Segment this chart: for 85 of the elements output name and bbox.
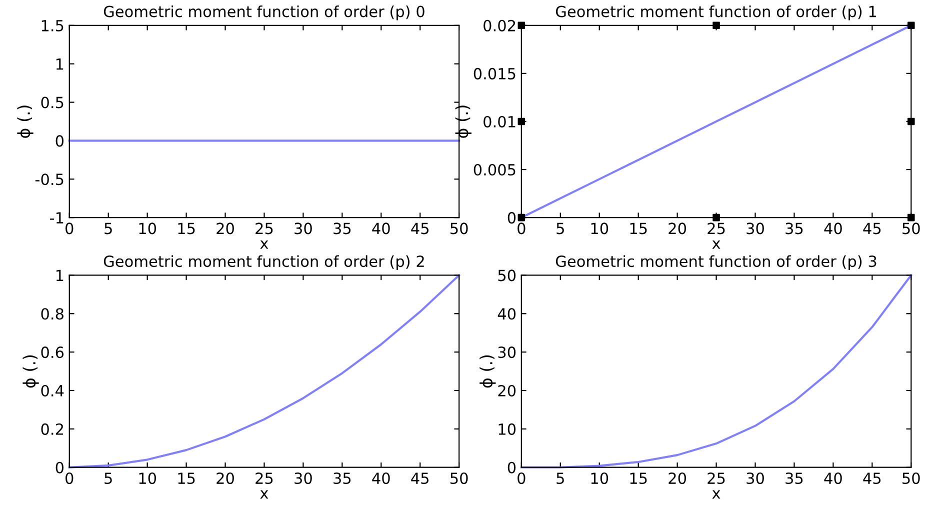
x-tick-label: 30	[294, 472, 312, 484]
x-tick-label: 30	[746, 222, 764, 234]
x-tick-label: 50	[450, 472, 468, 484]
chart-title: Geometric moment function of order (p) 1	[556, 5, 876, 20]
y-tick-label: 0.8	[41, 308, 64, 320]
y-axis-title: ϕ (.)	[455, 106, 472, 138]
y-tick-label: 0	[56, 462, 64, 474]
x-tick-label: 20	[216, 222, 234, 234]
x-tick-label: 0	[66, 472, 74, 484]
point	[712, 22, 720, 30]
y-tick-label: 1	[56, 270, 64, 282]
y-tick-label: 0.015	[474, 68, 516, 80]
x-tick-label: 0	[518, 472, 526, 484]
x-tick-label: 45	[863, 472, 881, 484]
x-tick-label: 45	[411, 472, 428, 484]
x-tick-label: 5	[104, 472, 112, 484]
x-tick-label: 10	[591, 222, 608, 234]
x-tick-label: 10	[139, 472, 156, 484]
y-tick-label: 0.6	[41, 346, 64, 358]
x-tick-label: 15	[178, 472, 195, 484]
x-tick-label: 20	[668, 472, 686, 484]
x-tick-label: 50	[902, 472, 920, 484]
x-tick-label: 25	[256, 472, 273, 484]
x-tick-label: 5	[556, 222, 564, 234]
x-tick-label: 40	[824, 472, 842, 484]
y-tick-label: -0.5	[35, 174, 64, 186]
x-tick-label: 25	[708, 472, 725, 484]
x-tick-label: 50	[902, 222, 920, 234]
x-tick-label: 45	[863, 222, 881, 234]
y-tick-label: 0.5	[41, 96, 64, 108]
chart-title: Geometric moment function of order (p) 2	[104, 255, 424, 270]
y-tick-label: 0.005	[474, 164, 516, 176]
x-tick-label: 0	[66, 222, 74, 234]
x-tick-label: 30	[294, 222, 312, 234]
y-tick-label: 50	[498, 270, 516, 282]
x-tick-label: 20	[216, 472, 234, 484]
x-tick-label: 10	[139, 222, 156, 234]
line-series	[520, 274, 912, 468]
x-tick-label: 20	[668, 222, 686, 234]
chart-title: Geometric moment function of order (p) 3	[556, 255, 876, 270]
x-tick-label: 15	[630, 472, 647, 484]
x-tick-label: 30	[746, 472, 764, 484]
x-tick-label: 15	[178, 222, 195, 234]
y-tick-label: 0	[508, 462, 516, 474]
y-tick-label: -1	[50, 212, 64, 224]
y-tick-label: 1.5	[42, 20, 64, 32]
point	[712, 214, 720, 222]
y-axis-title: ϕ (.)	[480, 355, 496, 388]
x-tick-label: 35	[786, 472, 803, 484]
x-tick-label: 35	[786, 222, 803, 234]
x-tick-label: 25	[256, 222, 273, 234]
y-tick-label: 0.02	[484, 20, 516, 32]
chart-title: Geometric moment function of order (p) 0	[104, 5, 424, 20]
point	[907, 118, 915, 126]
x-tick-label: 5	[556, 472, 564, 484]
x-axis-title: x	[712, 490, 720, 499]
y-tick-label: 0	[56, 135, 64, 147]
x-tick-label: 50	[450, 222, 468, 234]
y-tick-label: 1	[56, 58, 64, 70]
x-tick-label: 15	[630, 222, 647, 234]
x-tick-label: 35	[334, 472, 351, 484]
y-axis-title: ϕ (.)	[17, 106, 34, 138]
line-series	[68, 274, 460, 468]
y-tick-label: 10	[498, 423, 516, 435]
y-axis-title: ϕ (.)	[22, 355, 39, 388]
x-tick-label: 40	[824, 222, 842, 234]
x-tick-label: 25	[708, 222, 725, 234]
y-tick-label: 0.2	[41, 423, 63, 435]
y-tick-label: 0.01	[484, 116, 516, 128]
x-tick-label: 10	[591, 472, 608, 484]
x-tick-label: 0	[518, 222, 526, 234]
y-tick-label: 40	[498, 308, 516, 320]
x-axis-title: x	[712, 240, 720, 249]
x-tick-label: 45	[411, 222, 428, 234]
point	[518, 118, 526, 126]
y-tick-label: 30	[498, 346, 516, 358]
x-axis-title: x	[260, 240, 268, 249]
x-tick-label: 35	[334, 222, 351, 234]
x-tick-label: 40	[372, 472, 390, 484]
x-tick-label: 5	[104, 222, 112, 234]
y-tick-label: 0	[508, 212, 516, 224]
y-tick-label: 0.4	[41, 384, 64, 397]
y-tick-label: 20	[498, 384, 516, 397]
x-tick-label: 40	[372, 222, 390, 234]
x-axis-title: x	[260, 490, 268, 499]
